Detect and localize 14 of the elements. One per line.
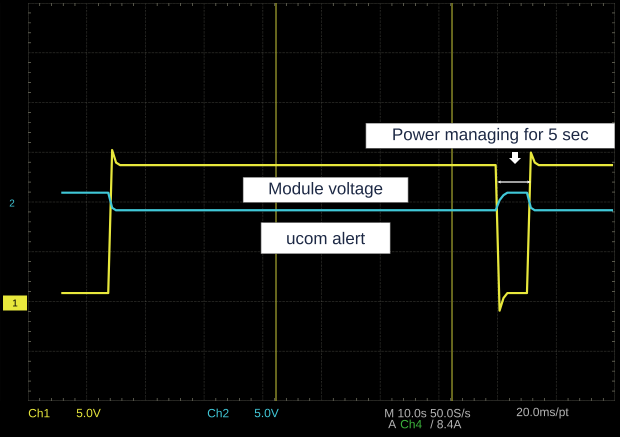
text: 5.0V (254, 408, 279, 418)
text: Ch4 (400, 420, 422, 428)
series-label: ucom alert (287, 232, 365, 244)
text: 5.0V (76, 408, 101, 418)
text: M 10.0s 50.0S/s (385, 408, 470, 418)
text: 1 (13, 300, 18, 306)
text: A (388, 420, 396, 428)
text: Ch1 (28, 408, 50, 418)
text: Ch2 (208, 408, 229, 418)
text: 20.0ms/pt (516, 407, 569, 419)
text: 2 (10, 200, 14, 206)
text: / 8.4A (430, 420, 462, 428)
series-label: Module voltage (270, 182, 382, 198)
text: Power managing for 5 sec (393, 128, 588, 144)
